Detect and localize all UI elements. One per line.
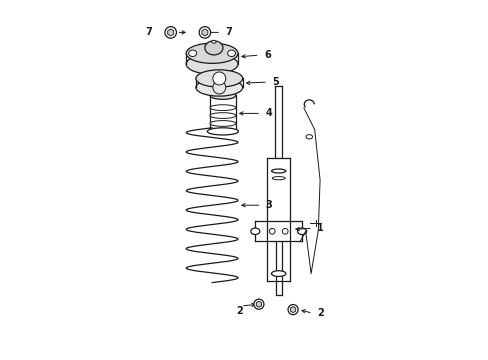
Ellipse shape <box>188 50 196 57</box>
Polygon shape <box>202 29 207 36</box>
Ellipse shape <box>305 135 312 139</box>
Ellipse shape <box>250 228 259 235</box>
Ellipse shape <box>209 113 235 118</box>
Ellipse shape <box>209 129 235 134</box>
Circle shape <box>269 229 275 234</box>
Ellipse shape <box>196 79 242 96</box>
Ellipse shape <box>227 50 235 57</box>
Ellipse shape <box>297 228 306 235</box>
Text: 3: 3 <box>265 200 272 210</box>
Text: 5: 5 <box>272 77 278 87</box>
Text: 7: 7 <box>225 27 232 37</box>
Text: 7: 7 <box>145 27 152 37</box>
Polygon shape <box>256 301 261 307</box>
Ellipse shape <box>211 40 216 43</box>
Text: 2: 2 <box>317 308 324 318</box>
Ellipse shape <box>209 91 235 99</box>
Ellipse shape <box>204 41 223 55</box>
Polygon shape <box>290 307 295 312</box>
Circle shape <box>282 229 287 234</box>
Ellipse shape <box>207 128 238 135</box>
Ellipse shape <box>209 121 235 126</box>
Text: 4: 4 <box>265 108 272 118</box>
Ellipse shape <box>212 72 225 85</box>
Ellipse shape <box>186 54 238 74</box>
Circle shape <box>199 27 210 38</box>
Polygon shape <box>167 29 173 36</box>
Ellipse shape <box>271 271 285 276</box>
Text: 1: 1 <box>317 223 324 233</box>
Ellipse shape <box>212 81 225 94</box>
Ellipse shape <box>209 105 235 111</box>
Circle shape <box>253 299 264 309</box>
Text: 6: 6 <box>264 50 270 60</box>
Circle shape <box>287 305 298 315</box>
Circle shape <box>164 27 176 38</box>
Ellipse shape <box>186 43 238 63</box>
Ellipse shape <box>272 177 285 180</box>
Ellipse shape <box>196 70 242 87</box>
Text: 2: 2 <box>236 306 242 316</box>
Ellipse shape <box>271 169 285 173</box>
